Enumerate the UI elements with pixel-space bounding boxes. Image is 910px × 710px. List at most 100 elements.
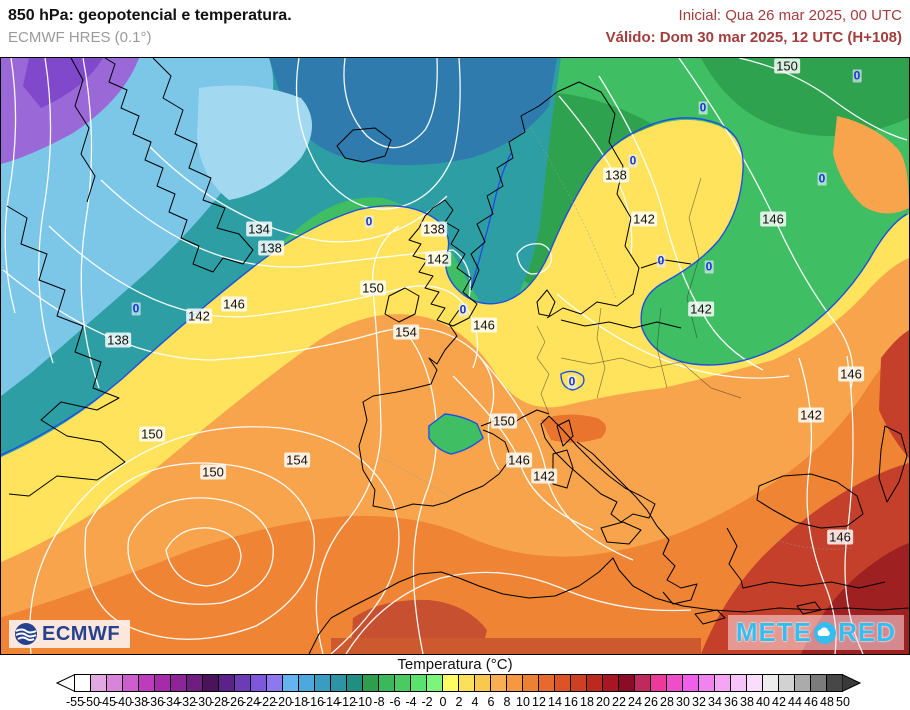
meteored-o-icon (814, 621, 837, 644)
colorbar-tick: 50 (836, 695, 850, 709)
colorbar-segment (634, 674, 651, 692)
colorbar-tick: 26 (644, 695, 658, 709)
colorbar-segment (570, 674, 587, 692)
ecmwf-globe-icon (15, 623, 37, 645)
meteored-logo-text-right: RED (838, 617, 896, 647)
colorbar-segment (698, 674, 715, 692)
colorbar-tick: -50 (81, 695, 101, 709)
colorbar-tick: -26 (225, 695, 245, 709)
colorbar-segment (602, 674, 619, 692)
colorbar-segment (74, 674, 91, 692)
colorbar-segment (618, 674, 635, 692)
colorbar-segment (490, 674, 507, 692)
colorbar-segment (138, 674, 155, 692)
colorbar-right-arrow (842, 674, 861, 692)
colorbar-segment (458, 674, 475, 692)
colorbar-segment (298, 674, 315, 692)
colorbar-tick: -36 (145, 695, 165, 709)
colorbar-segment (506, 674, 523, 692)
geopotential-contours (2, 58, 908, 654)
colorbar-tick: -34 (161, 695, 181, 709)
colorbar-tick: 32 (692, 695, 706, 709)
valid-time: Válido: Dom 30 mar 2025, 12 UTC (H+108) (605, 29, 902, 46)
colorbar-segment (794, 674, 811, 692)
colorbar-tick: -6 (389, 695, 401, 709)
colorbar-segment (186, 674, 203, 692)
colorbar-segment (378, 674, 395, 692)
colorbar-tick: -38 (129, 695, 149, 709)
colorbar-tick: -12 (337, 695, 357, 709)
colorbar-ticks: -55 -50 -45 -40 -38 -36 -34 -32 -30 -28 -26 -24 -22-… (0, 695, 910, 709)
colorbar-segment (330, 674, 347, 692)
colorbar-tick: 0 (439, 695, 447, 709)
colorbar-segment (202, 674, 219, 692)
colorbar-segment (810, 674, 827, 692)
colorbar-segment (746, 674, 763, 692)
colorbar-segment (714, 674, 731, 692)
colorbar-segment (250, 674, 267, 692)
colorbar-tick: 14 (548, 695, 562, 709)
colorbar-tick: 46 (804, 695, 818, 709)
colorbar-segment (522, 674, 539, 692)
colorbar-segment (474, 674, 491, 692)
colorbar-segment (394, 674, 411, 692)
colorbar-tick: -2 (421, 695, 433, 709)
colorbar-tick: 6 (487, 695, 495, 709)
colorbar-tick: 10 (516, 695, 530, 709)
colorbar-tick: -8 (373, 695, 385, 709)
colorbar-tick: 8 (503, 695, 511, 709)
ecmwf-logo: ECMWF (9, 620, 131, 648)
colorbar-tick: 16 (564, 695, 578, 709)
temperature-field (1, 58, 909, 654)
colorbar-tick: 42 (772, 695, 786, 709)
colorbar-tick: -40 (113, 695, 133, 709)
colorbar-segment (362, 674, 379, 692)
forecast-map: 134 138 146 142 138 150 154 150 154 150 138 142 146 1… (0, 57, 910, 655)
colorbar-segment (778, 674, 795, 692)
colorbar-tick: -14 (321, 695, 341, 709)
colorbar-segment (666, 674, 683, 692)
colorbar-segment (762, 674, 779, 692)
meteored-logo: METE RED (727, 615, 904, 650)
page-title: 850 hPa: geopotencial e temperatura. (8, 7, 292, 24)
colorbar-segment (122, 674, 139, 692)
colorbar-tick: 24 (628, 695, 642, 709)
colorbar-tick: 4 (471, 695, 479, 709)
colorbar-segment (826, 674, 843, 692)
colorbar-tick: 36 (724, 695, 738, 709)
colorbar-title: Temperatura (°C) (397, 656, 513, 673)
coastlines (6, 58, 909, 654)
colorbar-segment (106, 674, 123, 692)
colorbar (74, 674, 843, 692)
country-borders (536, 177, 742, 415)
colorbar-tick: 22 (612, 695, 626, 709)
colorbar-left-arrow (56, 674, 75, 692)
ecmwf-logo-text: ECMWF (42, 622, 121, 645)
colorbar-segment (586, 674, 603, 692)
colorbar-tick: -4 (405, 695, 417, 709)
colorbar-tick: 2 (455, 695, 463, 709)
colorbar-segment (538, 674, 555, 692)
colorbar-tick: -20 (273, 695, 293, 709)
model-subtitle: ECMWF HRES (0.1°) (8, 29, 152, 46)
colorbar-tick: 34 (708, 695, 722, 709)
colorbar-tick: 44 (788, 695, 802, 709)
header: 850 hPa: geopotencial e temperatura. ECM… (0, 0, 910, 57)
colorbar-segment (682, 674, 699, 692)
colorbar-segment (426, 674, 443, 692)
colorbar-segment (218, 674, 235, 692)
colorbar-tick: -24 (241, 695, 261, 709)
colorbar-tick: 48 (820, 695, 834, 709)
colorbar-segment (442, 674, 459, 692)
colorbar-tick: -32 (177, 695, 197, 709)
colorbar-tick: -10 (353, 695, 373, 709)
colorbar-tick: -55 (65, 695, 85, 709)
colorbar-tick: 30 (676, 695, 690, 709)
colorbar-tick: -30 (193, 695, 213, 709)
init-time: Inicial: Qua 26 mar 2025, 00 UTC (678, 7, 902, 24)
colorbar-tick: -16 (305, 695, 325, 709)
colorbar-segment (346, 674, 363, 692)
terrain-texture (380, 127, 852, 550)
colorbar-segment (170, 674, 187, 692)
